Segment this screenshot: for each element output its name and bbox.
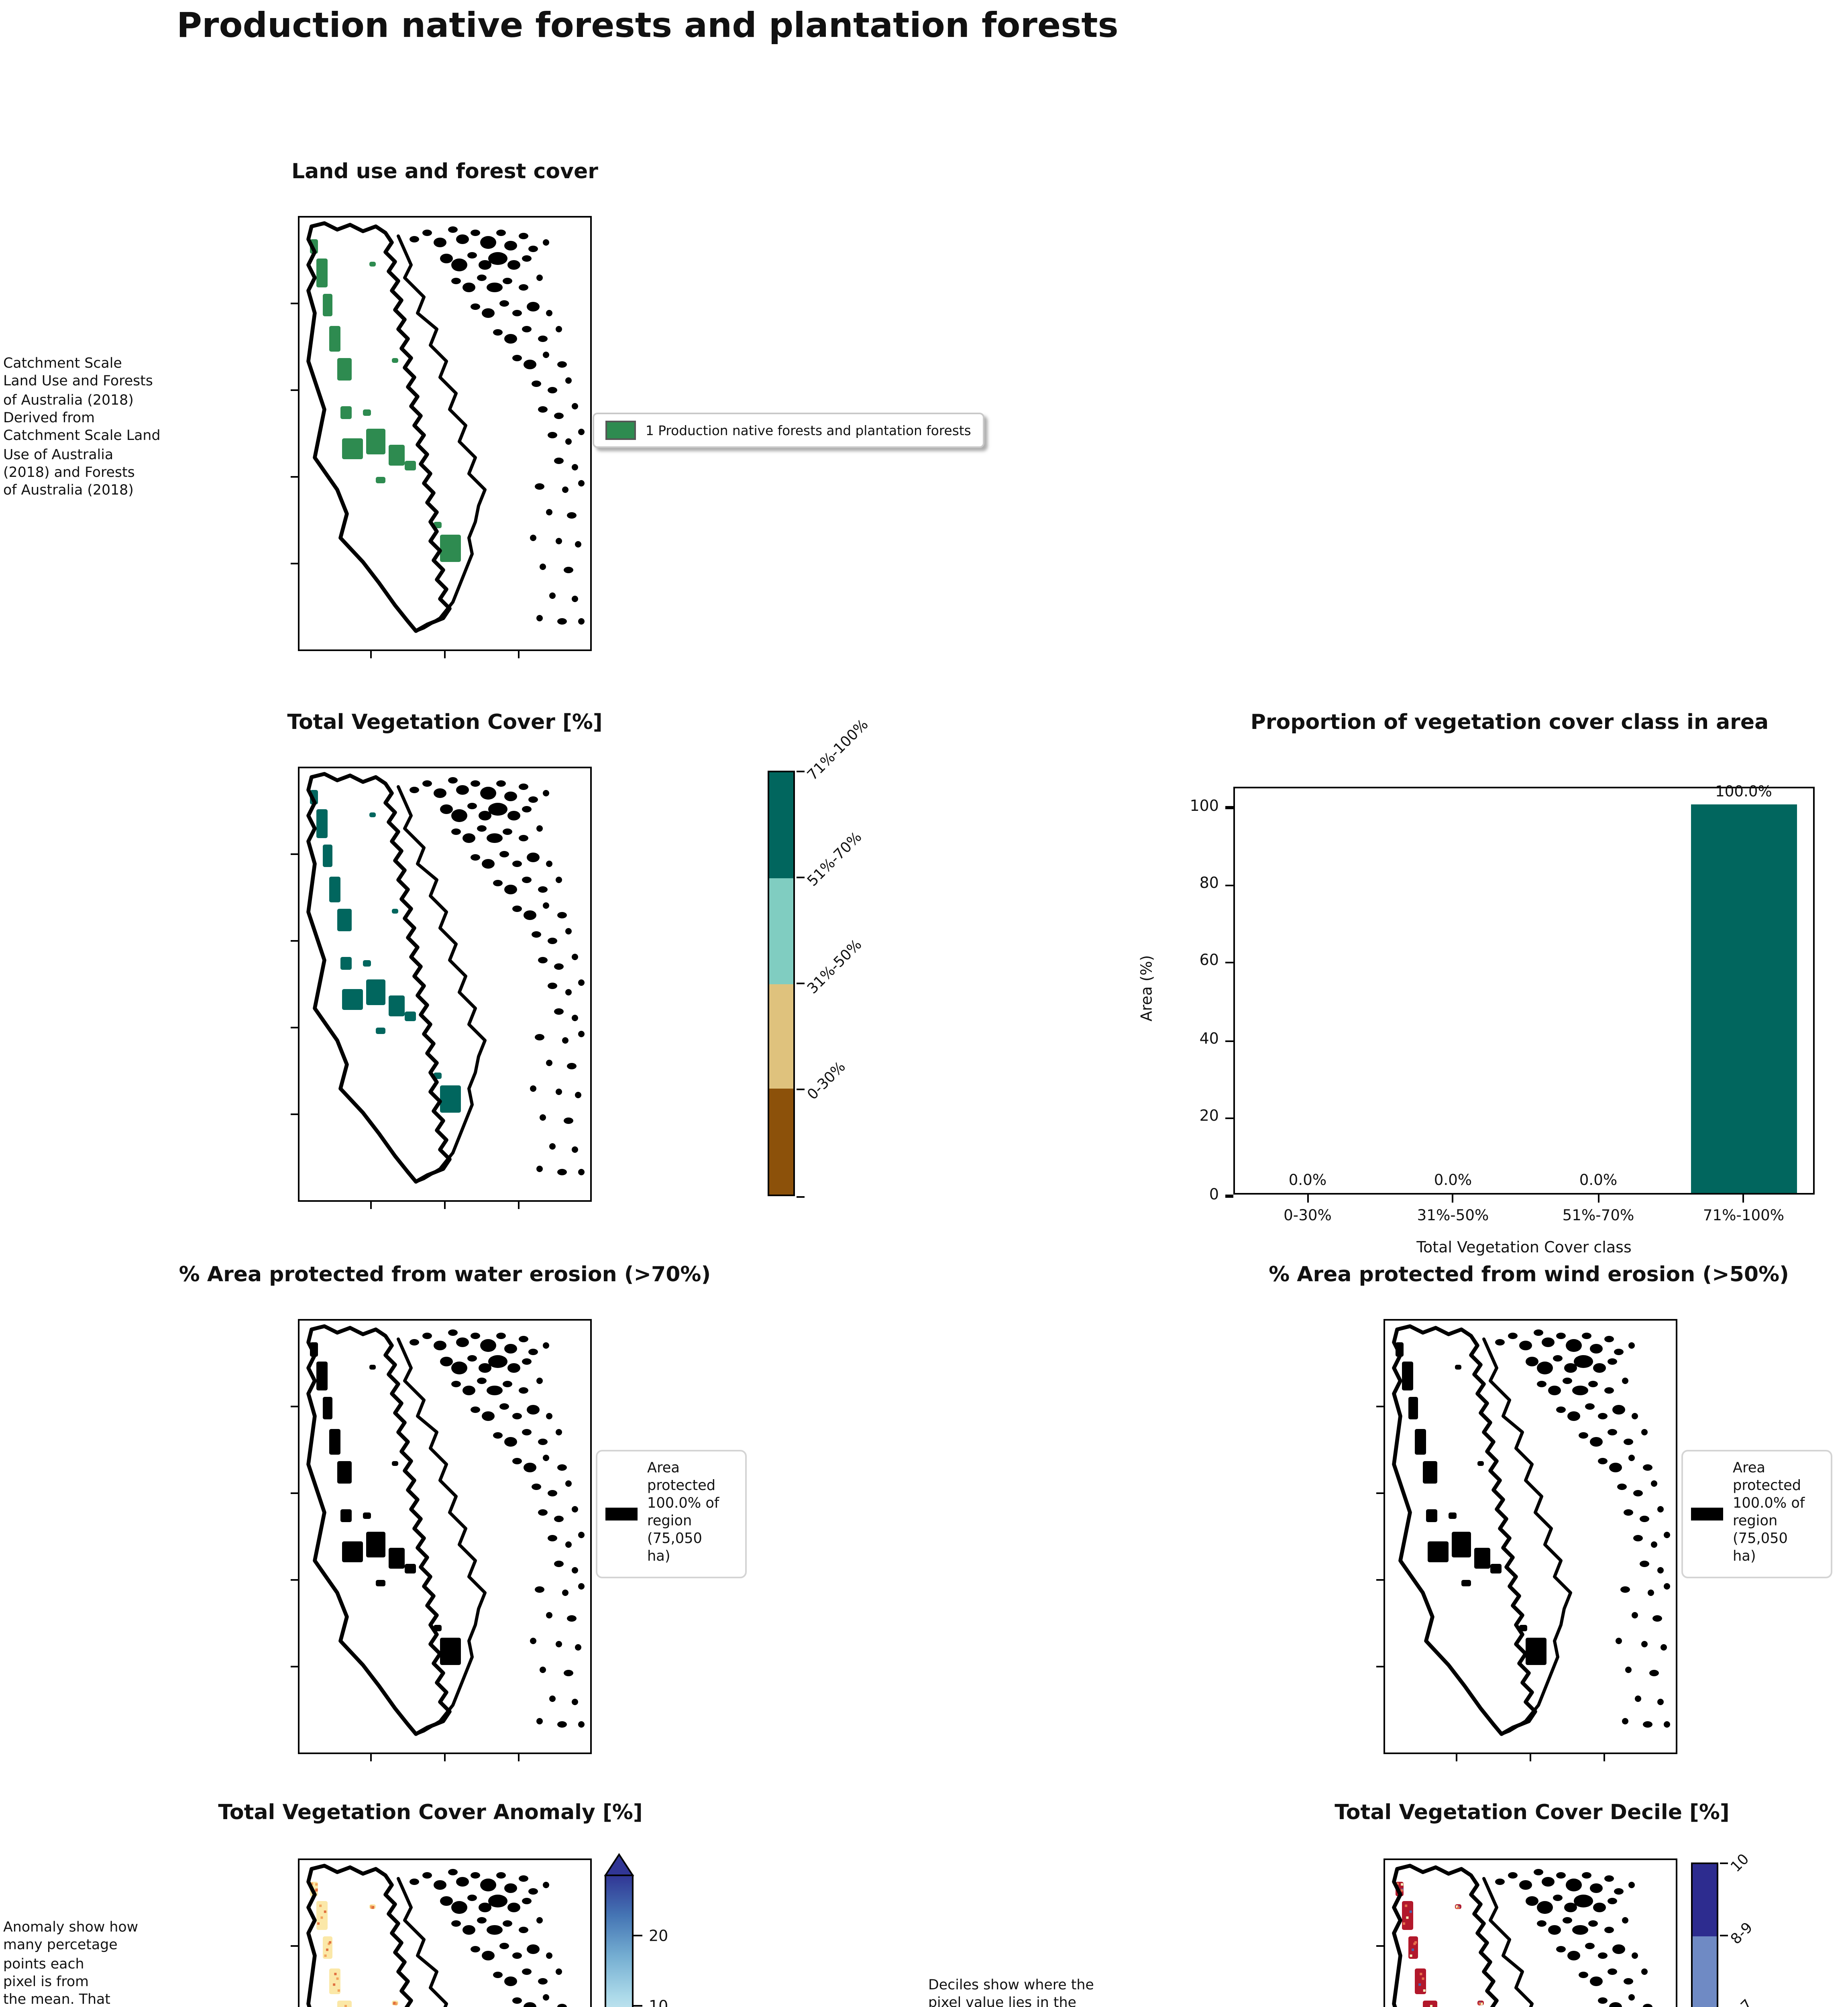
anomaly-title: Total Vegetation Cover Anomaly [%] xyxy=(218,1801,643,1826)
y-tick-label: 100 xyxy=(1190,797,1219,815)
y-tick xyxy=(1225,962,1233,964)
x-tick xyxy=(1742,1195,1745,1203)
x-tick-label: 0-30% xyxy=(1284,1207,1332,1225)
bar-value-label: 100.0% xyxy=(1715,784,1772,802)
proportion-chart-xlabel: Total Vegetation Cover class xyxy=(1416,1240,1632,1257)
y-tick xyxy=(1225,806,1233,809)
y-tick xyxy=(1225,884,1233,887)
decile-title: Total Vegetation Cover Decile [%] xyxy=(1335,1801,1730,1826)
x-tick-label: 51%-70% xyxy=(1562,1207,1634,1225)
colorbar-segment xyxy=(769,983,793,1089)
water-erosion-map xyxy=(291,1319,592,1761)
colorbar-segment xyxy=(1693,1936,1717,2007)
svg-text:10: 10 xyxy=(649,1997,668,2007)
landuse-legend-label: 1 Production native forests and plantati… xyxy=(646,422,971,438)
wind-erosion-title: % Area protected from wind erosion (>50%… xyxy=(1269,1264,1789,1288)
colorbar-bar xyxy=(768,771,795,1196)
x-tick xyxy=(1597,1195,1599,1203)
water-erosion-legend-swatch xyxy=(605,1507,638,1521)
colorbar-segment xyxy=(769,772,793,878)
colorbar-tick-label: 10 xyxy=(1728,1852,1753,1877)
wind-erosion-legend-swatch xyxy=(1691,1507,1723,1521)
water-map-svg xyxy=(291,1319,592,1761)
y-tick xyxy=(1225,1195,1233,1197)
y-tick-label: 0 xyxy=(1209,1186,1219,1203)
wind-erosion-legend-label: Area protected 100.0% of region (75,050 … xyxy=(1733,1461,1805,1565)
tvc-map-svg xyxy=(291,767,592,1209)
x-tick-label: 71%-100% xyxy=(1703,1207,1785,1225)
colorbar-segment xyxy=(1693,1864,1717,1936)
colorbar-tick-label: 8-9 xyxy=(1728,1921,1757,1949)
colorbar-tick-label: 51%-70% xyxy=(805,830,866,891)
colorbar-segment xyxy=(769,1089,793,1195)
anomaly-side-note: Anomaly show how many percetage points e… xyxy=(3,1920,139,2007)
colorbar-tick xyxy=(1720,1934,1728,1936)
tvc-title: Total Vegetation Cover [%] xyxy=(287,711,603,735)
svg-text:20: 20 xyxy=(649,1927,668,1945)
y-tick-label: 60 xyxy=(1199,953,1219,971)
colorbar-tick xyxy=(797,983,805,984)
y-tick xyxy=(1225,1040,1233,1042)
colorbar-tick xyxy=(797,1089,805,1091)
proportion-chart-plot: 0 20 40 60 80 100 0.0% 0-30% 0.0% 31%-50% 0.0% 51%-… xyxy=(1190,784,1815,1225)
y-tick xyxy=(1225,1117,1233,1120)
landuse-map-svg xyxy=(291,216,592,658)
tvc-map xyxy=(291,767,592,1209)
anomaly-map xyxy=(291,1858,592,2007)
wind-erosion-map xyxy=(1376,1319,1677,1761)
colorbar-tick-label: 0-30% xyxy=(805,1059,850,1104)
y-tick-label: 80 xyxy=(1199,875,1219,893)
decile-colorbar: 108-94-72-31 xyxy=(1691,1852,1848,2007)
y-tick-label: 20 xyxy=(1199,1108,1219,1126)
proportion-chart-ylabel: Area (%) xyxy=(1139,955,1157,1022)
colorbar-tick xyxy=(797,1195,805,1197)
x-tick xyxy=(1452,1195,1454,1203)
landuse-side-note: Catchment Scale Land Use and Forests of … xyxy=(3,356,161,500)
colorbar-tick-label: 71%-100% xyxy=(805,717,872,785)
colorbar-segment xyxy=(769,878,793,983)
page-title: Production native forests and plantation… xyxy=(177,6,1119,47)
colorbar-tick-label: 4-7 xyxy=(1729,1998,1757,2007)
decile-side-note: Deciles show where the pixel value lies … xyxy=(928,1978,1094,2007)
anomaly-map-svg xyxy=(291,1858,592,2007)
colorbar-tick-label: 31%-50% xyxy=(805,936,866,997)
landuse-map xyxy=(291,216,592,658)
colorbar-tick xyxy=(797,770,805,771)
colorbar-bar xyxy=(1691,1862,1718,2007)
wind-erosion-legend: Area protected 100.0% of region (75,050 … xyxy=(1681,1450,1832,1578)
x-tick xyxy=(1306,1195,1309,1203)
y-tick-label: 40 xyxy=(1199,1030,1219,1048)
colorbar-tick xyxy=(1720,1862,1728,1863)
bar-value-label: 0.0% xyxy=(1288,1172,1327,1190)
bar-value-label: 0.0% xyxy=(1579,1172,1618,1190)
landuse-legend: 1 Production native forests and plantati… xyxy=(593,413,984,448)
anomaly-colorbar-svg: 20100−10−20 xyxy=(604,1853,668,2007)
bar-value-label: 0.0% xyxy=(1434,1172,1472,1190)
water-erosion-title: % Area protected from water erosion (>70… xyxy=(179,1264,711,1288)
landuse-title: Land use and forest cover xyxy=(291,161,598,185)
decile-map xyxy=(1376,1858,1677,2007)
anomaly-colorbar: 20100−10−20 xyxy=(604,1853,750,2007)
water-erosion-legend: Area protected 100.0% of region (75,050 … xyxy=(596,1450,747,1578)
wind-map-svg xyxy=(1376,1319,1677,1761)
tvc-colorbar: 71%-100% 51%-70% 31%-50% 0-30% xyxy=(768,717,944,1197)
decile-map-svg xyxy=(1376,1858,1677,2007)
proportion-chart-title: Proportion of vegetation cover class in … xyxy=(1250,711,1769,735)
landuse-legend-swatch xyxy=(605,421,636,440)
bar xyxy=(1690,804,1797,1193)
x-tick-label: 31%-50% xyxy=(1417,1207,1489,1225)
water-erosion-legend-label: Area protected 100.0% of region (75,050 … xyxy=(647,1461,719,1565)
colorbar-tick xyxy=(797,876,805,878)
